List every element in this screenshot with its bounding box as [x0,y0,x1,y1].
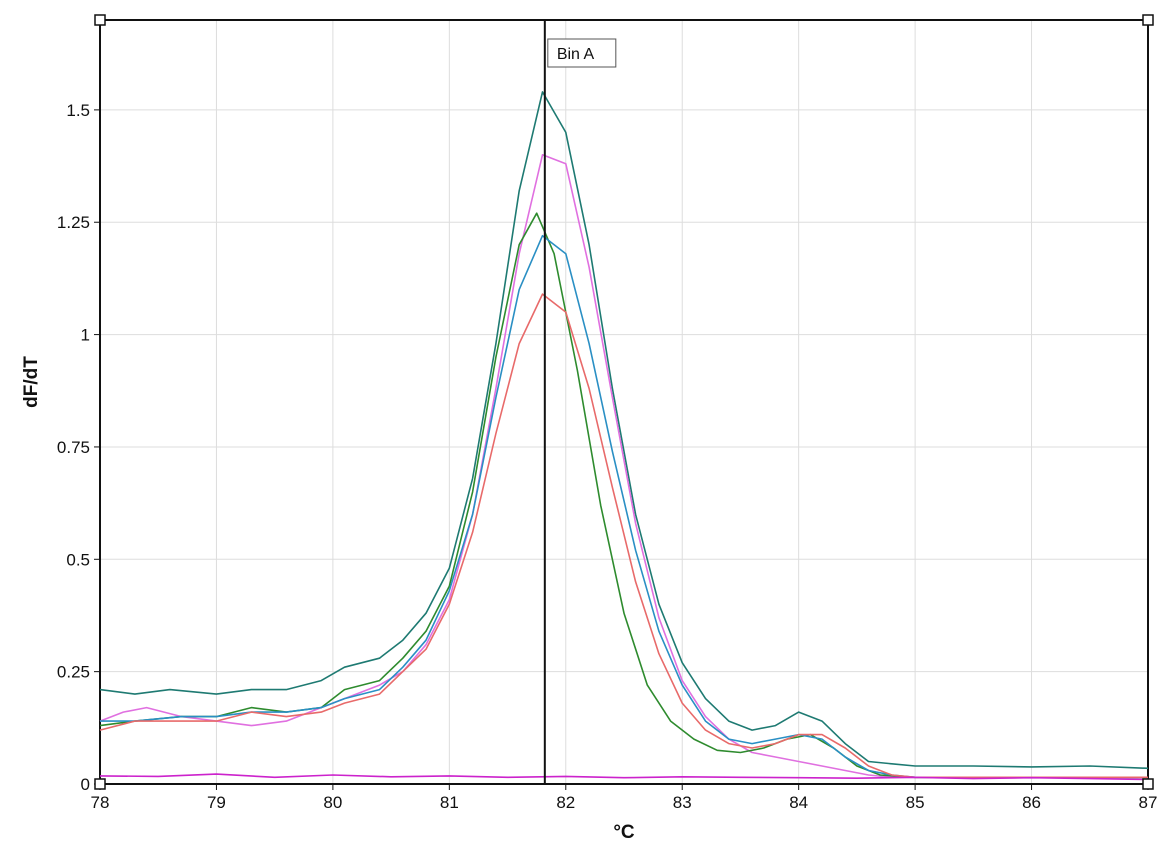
resize-handle[interactable] [1142,14,1154,26]
grid-lines [99,20,1149,785]
y-tick-label: 0.5 [66,550,90,569]
x-axis-ticks: 78 79 80 81 82 83 84 85 86 87 [91,784,1158,812]
y-tick-label: 1.5 [66,101,90,120]
y-tick-label: 1 [81,326,90,345]
x-tick-label: 78 [91,793,110,812]
x-tick-label: 86 [1022,793,1041,812]
plot-frame [99,19,1149,785]
bin-marker-box[interactable] [547,38,617,68]
series-line-5 [99,293,1148,779]
x-tick-label: 83 [673,793,692,812]
series-line-3 [99,212,1148,779]
resize-handle[interactable] [94,778,106,790]
series-line-4 [100,234,1148,779]
x-tick-label: 80 [323,793,342,812]
y-tick-label: 1.25 [57,213,90,232]
resize-handle[interactable] [94,14,106,26]
y-tick-label: 0.75 [57,438,90,457]
bin-marker-label: Bin A [557,46,595,63]
resize-handle[interactable] [1142,778,1154,790]
series-layer [99,91,1149,781]
x-tick-label: 81 [440,793,459,812]
x-axis-title: °C [613,822,635,843]
y-tick-label: 0 [81,775,90,794]
x-tick-label: 84 [789,793,808,812]
resize-handles[interactable] [94,14,1154,790]
x-tick-label: 79 [207,793,226,812]
series-line-6 [99,773,1149,781]
x-tick-label: 87 [1139,793,1158,812]
x-tick-label: 85 [906,793,925,812]
x-tick-label: 82 [556,793,575,812]
y-axis-title: dF/dT [21,356,42,408]
y-axis-ticks: 0 0.25 0.5 0.75 1 1.25 1.5 [57,101,100,794]
series-line-2 [99,154,1148,779]
y-tick-label: 0.25 [57,663,90,682]
series-line-1 [99,91,1149,770]
